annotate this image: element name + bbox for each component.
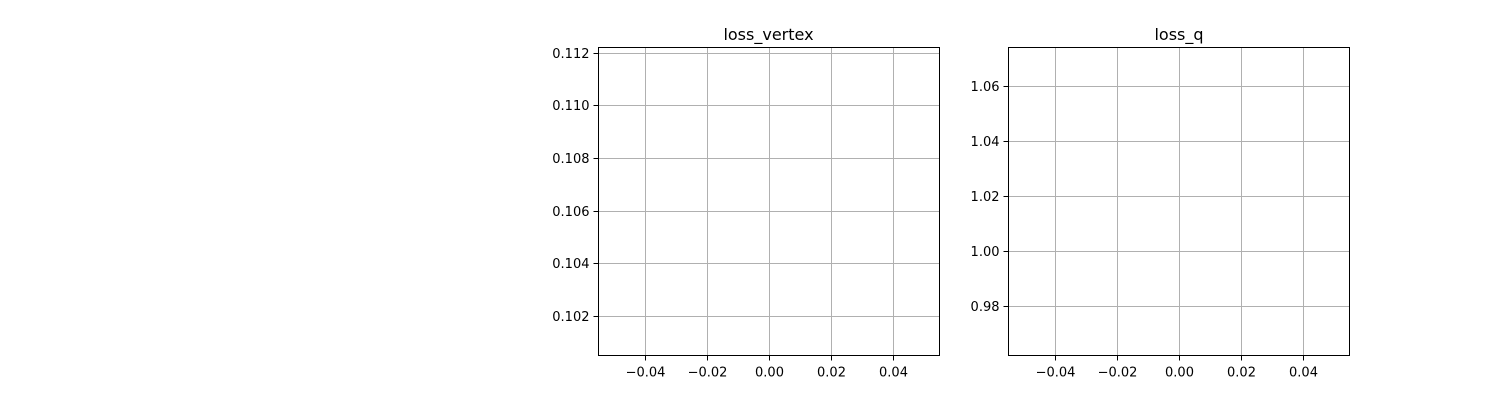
ticks-loss-vertex: −0.04 −0.02 0.00 0.02 0.04 0.102 0.104 0.106 0.1… bbox=[552, 47, 908, 381]
subplot-loss-q: loss_q −0.04 −0.02 0.00 0.02 0.04 0.98 1.00 1.0… bbox=[971, 25, 1350, 381]
x-tick-label: 0.04 bbox=[879, 366, 908, 381]
y-tick-label: 1.00 bbox=[971, 245, 1000, 260]
y-tick-label: 1.06 bbox=[971, 80, 1000, 95]
y-tick-label: 0.108 bbox=[552, 152, 589, 167]
x-tick-label: 0.00 bbox=[755, 366, 784, 381]
plot-frame-loss-vertex bbox=[598, 47, 940, 356]
grid-loss-q bbox=[1008, 47, 1350, 356]
x-tick-label: 0.04 bbox=[1289, 366, 1318, 381]
plot-frame-loss-q bbox=[1008, 47, 1350, 356]
x-tick-label: −0.04 bbox=[1036, 366, 1076, 381]
grid-loss-vertex bbox=[598, 47, 940, 356]
x-tick-label: 0.02 bbox=[1227, 366, 1256, 381]
x-tick-label: 0.02 bbox=[817, 366, 846, 381]
x-tick-label: −0.02 bbox=[688, 366, 728, 381]
y-tick-label: 1.02 bbox=[971, 190, 1000, 205]
y-tick-label: 1.04 bbox=[971, 135, 1000, 150]
ticks-loss-q: −0.04 −0.02 0.00 0.02 0.04 0.98 1.00 1.02 1.04 1.… bbox=[971, 80, 1318, 381]
y-tick-label: 0.112 bbox=[552, 47, 589, 62]
y-tick-label: 0.102 bbox=[552, 310, 589, 325]
chart-title-loss-vertex: loss_vertex bbox=[723, 25, 813, 45]
x-tick-label: 0.00 bbox=[1165, 366, 1194, 381]
y-tick-label: 0.110 bbox=[552, 99, 589, 114]
subplot-loss-vertex: loss_vertex −0.04 −0.02 0.00 0.02 0.04 0.102 0… bbox=[552, 25, 940, 381]
x-tick-label: −0.02 bbox=[1098, 366, 1138, 381]
chart-title-loss-q: loss_q bbox=[1154, 25, 1203, 45]
y-tick-label: 0.104 bbox=[552, 257, 589, 272]
y-tick-label: 0.106 bbox=[552, 205, 589, 220]
y-tick-label: 0.98 bbox=[971, 300, 1000, 315]
x-tick-label: −0.04 bbox=[626, 366, 666, 381]
